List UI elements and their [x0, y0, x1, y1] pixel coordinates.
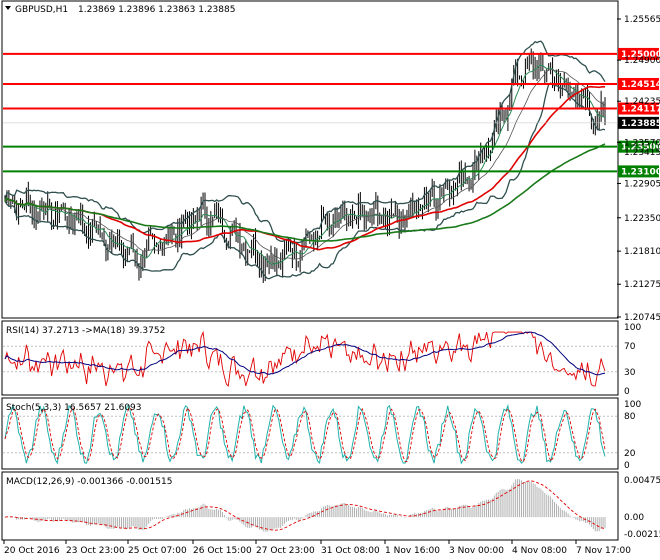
time-axis-label: 26 Oct 15:00 [193, 546, 252, 556]
time-axis-label: 7 Nov 17:00 [576, 546, 631, 556]
time-axis-label: 1 Nov 16:00 [385, 546, 440, 556]
price-axis-label: 1.24235 [624, 97, 660, 107]
stoch-axis-label: 100 [624, 400, 641, 410]
current-price-value: 1.23885 [621, 119, 660, 129]
price-axis-label: 1.20745 [624, 313, 660, 323]
stoch-signal-line [4, 406, 606, 463]
price-axis-label: 1.23570 [624, 138, 660, 148]
support-level-2-value: 1.23100 [621, 167, 660, 177]
resistance-level-3-value: 1.24117 [621, 105, 660, 115]
macd-axis-label: 0.00 [624, 513, 644, 523]
bollinger-lower-band [4, 82, 606, 280]
ohlc-readout: 1.23869 1.23896 1.23863 1.23885 [78, 5, 235, 15]
resistance-level-2-tag [618, 77, 659, 90]
price-axis-label: 1.22905 [624, 179, 660, 189]
price-axis-label-partial: 1.23415 [624, 148, 660, 158]
stoch-axis-label: 20 [624, 449, 636, 459]
symbol-label: GBPUSD,H1 [15, 5, 68, 15]
rsi-panel-frame [1, 320, 619, 396]
price-axis-label: 1.22350 [624, 214, 660, 224]
rsi-axis-label: 70 [624, 342, 636, 352]
rsi-axis-label: 100 [624, 323, 641, 333]
resistance-level-1-tag [618, 47, 659, 60]
price-axis-label: 1.25565 [624, 15, 660, 25]
green-ma-line [4, 143, 606, 242]
rsi-line [4, 330, 606, 387]
time-axis-label: 4 Nov 08:00 [512, 546, 567, 556]
macd-signal-line [4, 480, 606, 531]
rsi-axis-label: 30 [624, 368, 636, 378]
price-axis-label: 1.24900 [624, 56, 660, 66]
fast-ma-line [4, 64, 606, 266]
rsi-ma-line [4, 331, 606, 376]
rsi-label: RSI(14) 37.2713 ->MA(18) 39.3752 [6, 326, 165, 336]
resistance-level-1-value: 1.25000 [621, 50, 660, 60]
macd-label: MACD(12,26,9) -0.001366 -0.001515 [6, 477, 172, 487]
time-axis-label: 31 Oct 08:00 [321, 546, 380, 556]
stoch-axis-label: 0 [624, 461, 630, 471]
main-chart-frame [1, 0, 619, 319]
stoch-panel-frame [1, 397, 619, 470]
price-axis-label: 1.21810 [624, 247, 660, 257]
macd-axis-label: -0.002153 [624, 530, 660, 540]
time-axis-label: 23 Oct 23:00 [66, 546, 125, 556]
price-axis-label: 1.21275 [624, 280, 660, 290]
red-ma-line [4, 85, 606, 251]
resistance-level-3-tag [618, 102, 659, 115]
support-level-2-tag [618, 165, 659, 178]
resistance-level-2-value: 1.24514 [621, 80, 660, 90]
stoch-label: Stoch(5,3,3) 16.5657 21.6093 [6, 403, 141, 413]
macd-axis-label: 0.004755 [624, 476, 660, 486]
rsi-axis-label: 0 [624, 387, 630, 397]
time-axis-label: 3 Nov 00:00 [449, 546, 504, 556]
time-axis-label: 27 Oct 23:00 [256, 546, 315, 556]
stoch-axis-label: 80 [624, 412, 636, 422]
time-axis-label: 20 Oct 2016 [4, 546, 60, 556]
support-level-1-value: 1.23500 [621, 143, 660, 153]
bollinger-upper-band [4, 40, 606, 245]
collapse-triangle-icon[interactable] [5, 6, 11, 10]
current-price-tag [618, 116, 659, 129]
stoch-main-line [4, 403, 606, 465]
time-axis-label: 25 Oct 07:00 [128, 546, 187, 556]
support-level-1-tag [618, 140, 659, 153]
